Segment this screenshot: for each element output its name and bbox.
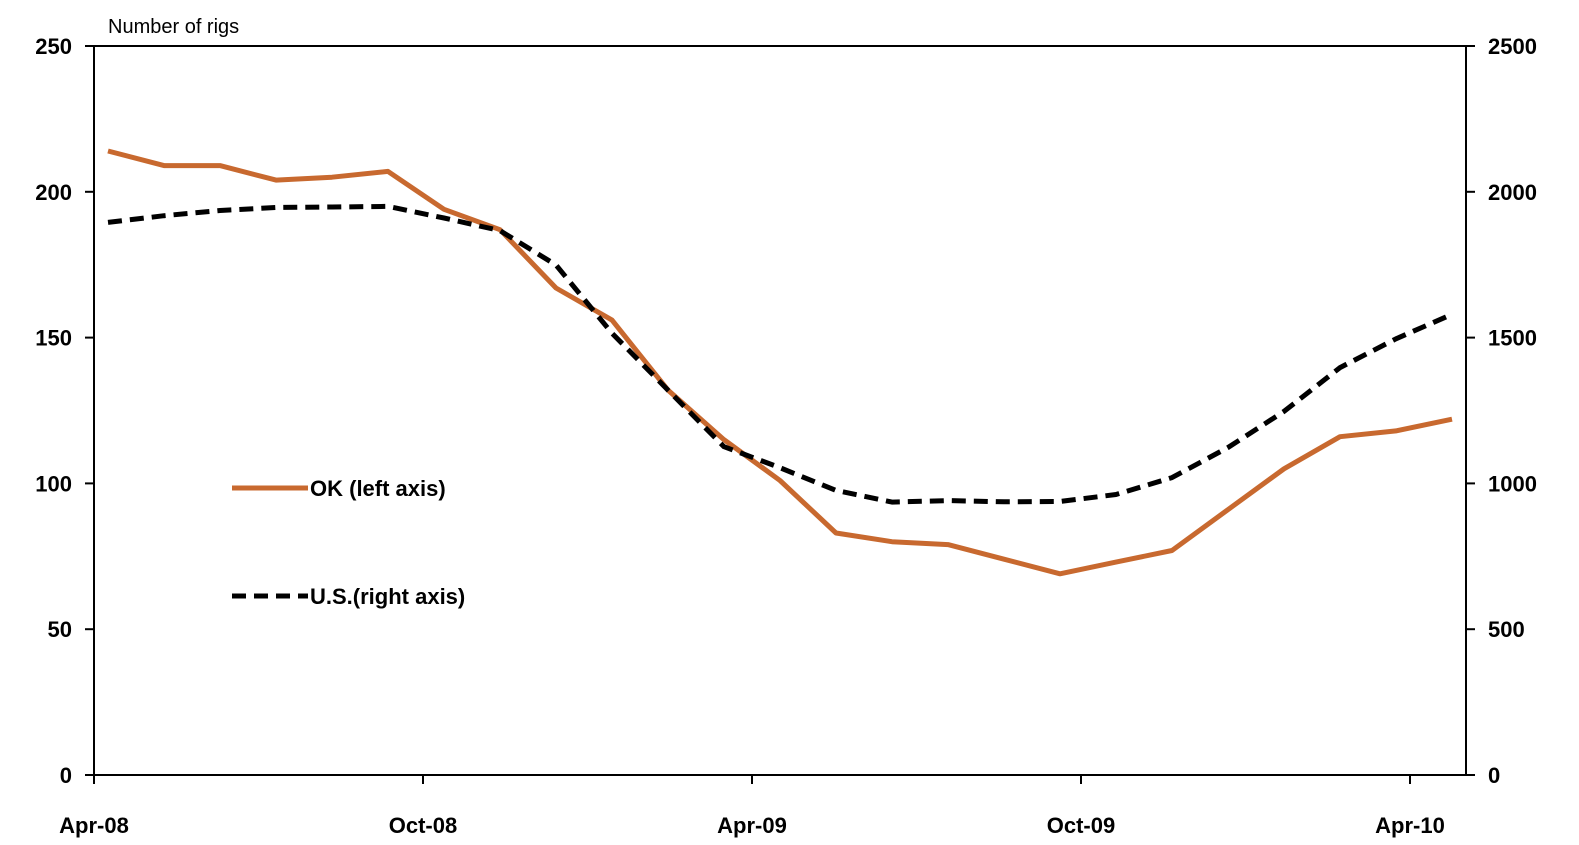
left-y-tick-label: 0 (60, 763, 72, 788)
x-tick-label: Oct-08 (389, 813, 457, 838)
series-layer (107, 148, 1454, 577)
right-y-tick-label: 2500 (1488, 34, 1537, 59)
left-y-tick-label: 250 (35, 34, 72, 59)
right-y-tick-label: 1500 (1488, 326, 1537, 351)
legend-item-us: U.S.(right axis) (232, 584, 465, 609)
right-y-tick-label: 0 (1488, 763, 1500, 788)
right-y-tick-label: 500 (1488, 617, 1525, 642)
left-y-tick-label: 150 (35, 326, 72, 351)
right-y-tick-label: 1000 (1488, 471, 1537, 496)
x-tick-label: Apr-08 (59, 813, 129, 838)
right-y-tick-label: 2000 (1488, 180, 1537, 205)
plot-area (93, 45, 1467, 776)
x-tick-label: Apr-09 (717, 813, 787, 838)
left-y-tick-label: 100 (35, 471, 72, 496)
left-axis-title: Number of rigs (108, 16, 239, 38)
x-tick-label: Oct-09 (1047, 813, 1115, 838)
axes: 05010015020025005001000150020002500Apr-0… (35, 34, 1537, 838)
left-y-tick-label: 50 (48, 617, 72, 642)
plot-border (93, 45, 1467, 776)
legend-item-ok: OK (left axis) (232, 476, 446, 501)
us-series-line (107, 203, 1454, 505)
legend: OK (left axis) U.S.(right axis) (232, 476, 465, 609)
x-tick-label: Apr-10 (1375, 813, 1445, 838)
legend-label: U.S.(right axis) (310, 584, 465, 609)
legend-label: OK (left axis) (310, 476, 446, 501)
left-y-tick-label: 200 (35, 180, 72, 205)
ok-series-line (107, 148, 1453, 577)
